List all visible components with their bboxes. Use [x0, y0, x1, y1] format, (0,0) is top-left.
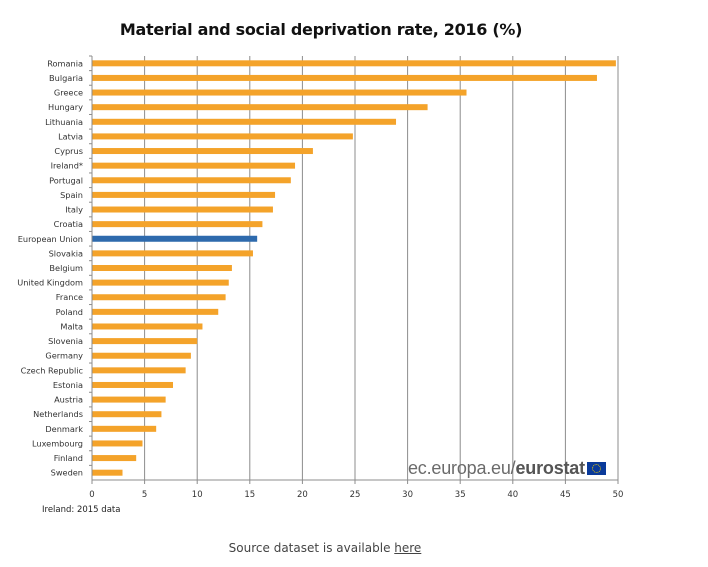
x-tick-label: 35 [455, 490, 466, 500]
bar [92, 206, 273, 213]
category-label: Poland [56, 307, 83, 317]
bar [92, 381, 174, 388]
bar [92, 89, 467, 96]
category-label: France [56, 292, 83, 302]
bar [92, 162, 296, 169]
category-label: Austria [54, 395, 83, 405]
category-label: Italy [65, 205, 83, 215]
bars [92, 60, 616, 476]
bar-chart: Romania Bulgaria Greece Hungary Lithuania Lat… [17, 55, 624, 500]
x-tick-label: 40 [507, 490, 518, 500]
x-tick-label: 15 [244, 490, 255, 500]
bar [92, 60, 616, 67]
footer-text: Source dataset is available [228, 541, 395, 555]
bar [92, 455, 137, 462]
x-tick-label: 10 [192, 490, 203, 500]
category-label: United Kingdom [17, 278, 83, 288]
bar [92, 323, 203, 330]
category-label: Spain [60, 190, 83, 200]
eurostat-logo: ec.europa.eu/eurostat [408, 458, 606, 479]
category-label: Malta [60, 321, 83, 331]
bar [92, 308, 219, 315]
bar [92, 250, 253, 257]
category-label: Latvia [58, 131, 83, 141]
source-link[interactable]: here [394, 541, 422, 555]
source-footer: Source dataset is available here [0, 541, 650, 555]
category-label: Belgium [49, 263, 83, 273]
logo-brand-text: eurostat [515, 458, 585, 478]
bar [92, 148, 313, 155]
category-label: Greece [54, 88, 83, 98]
category-label: Ireland* [51, 161, 83, 171]
category-label: Bulgaria [49, 73, 83, 83]
bar [92, 221, 263, 228]
bar [92, 469, 123, 476]
bar [92, 104, 428, 111]
category-label: European Union [18, 234, 83, 244]
bar [92, 352, 191, 359]
category-label: Slovakia [49, 248, 83, 258]
bar [92, 411, 162, 418]
category-label: Hungary [48, 102, 83, 112]
category-label: Denmark [45, 424, 83, 434]
category-label: Portugal [49, 175, 83, 185]
category-label: Lithuania [45, 117, 83, 127]
category-label: Slovenia [48, 336, 83, 346]
bar [92, 338, 198, 345]
bar [92, 425, 157, 432]
bar [92, 177, 291, 184]
bar [92, 265, 232, 271]
bar [92, 191, 276, 198]
category-label: Estonia [53, 380, 83, 390]
chart-title: Material and social deprivation rate, 20… [119, 20, 523, 39]
category-label: Cyprus [54, 146, 83, 156]
bar [92, 396, 166, 403]
x-tick-label: 20 [297, 490, 308, 500]
bar [92, 440, 143, 447]
category-labels: Romania Bulgaria Greece Hungary Lithuania Lat… [17, 58, 83, 477]
bar [92, 367, 186, 374]
category-label: Sweden [51, 468, 83, 478]
bar [92, 74, 597, 81]
category-label: Czech Republic [21, 365, 83, 375]
x-tick-label: 45 [560, 490, 571, 500]
bar [92, 235, 258, 242]
bar [92, 118, 397, 125]
x-tick-label: 25 [350, 490, 361, 500]
bar [92, 279, 229, 286]
x-axis-ticks: 0 5 10 15 20 25 30 35 40 45 50 [89, 55, 624, 500]
bar [92, 133, 353, 140]
bar [92, 294, 226, 301]
category-label: Germany [45, 351, 83, 361]
chart-note: Ireland: 2015 data [42, 505, 121, 515]
eu-flag-icon [586, 462, 606, 475]
category-label: Luxembourg [32, 438, 83, 448]
category-label: Croatia [54, 219, 83, 229]
x-tick-label: 0 [89, 490, 94, 500]
x-tick-label: 30 [402, 490, 413, 500]
x-tick-label: 5 [142, 490, 147, 500]
category-label: Romania [47, 58, 83, 68]
category-label: Netherlands [33, 409, 83, 419]
category-label: Finland [54, 453, 83, 463]
logo-url-text: ec.europa.eu/ [408, 458, 516, 478]
x-tick-label: 50 [613, 490, 624, 500]
